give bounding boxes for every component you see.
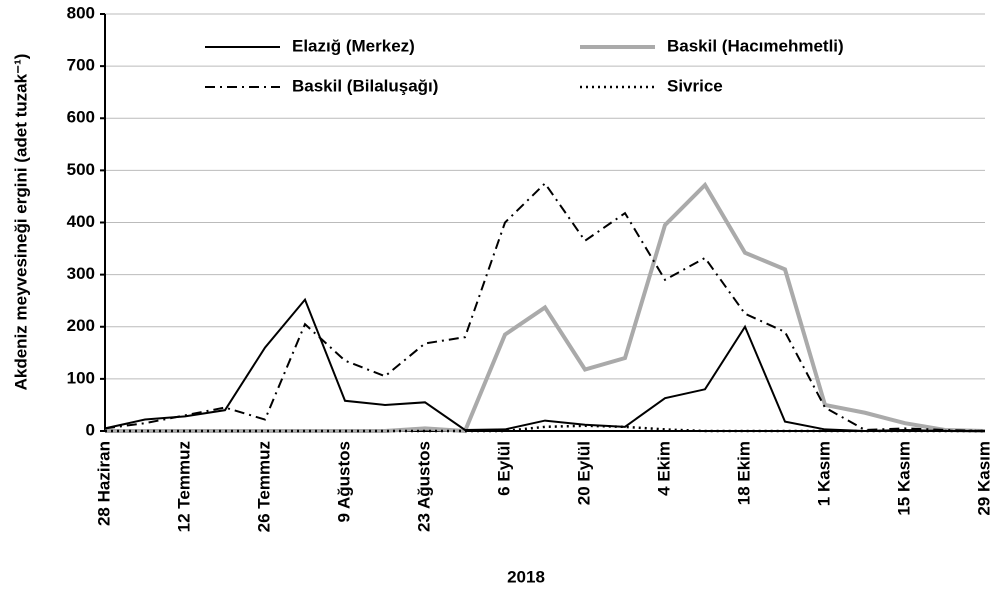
y-tick-label: 0 [86, 420, 95, 439]
legend-label: Elazığ (Merkez) [292, 36, 415, 55]
x-tick-label: 28 Haziran [94, 441, 113, 526]
y-tick-label: 800 [67, 3, 95, 22]
x-tick-label: 15 Kasım [894, 441, 913, 516]
y-tick-label: 200 [67, 316, 95, 335]
x-tick-label: 4 Ekim [654, 441, 673, 496]
legend-label: Baskil (Hacımehmetli) [667, 36, 844, 55]
x-tick-label: 26 Temmuz [254, 441, 273, 532]
y-tick-label: 300 [67, 264, 95, 283]
x-tick-label: 20 Eylül [574, 441, 593, 505]
x-tick-label: 9 Ağustos [334, 441, 353, 523]
series-line [105, 181, 986, 434]
x-tick-label: 23 Ağustos [414, 441, 433, 532]
series-line [105, 424, 985, 433]
y-tick-label: 400 [67, 212, 95, 231]
x-tick-label: 29 Kasım [974, 441, 993, 516]
y-axis-title: Akdeniz meyvesineği ergini (adet tuzak⁻¹… [11, 54, 30, 391]
legend-label: Sivrice [667, 76, 723, 95]
x-tick-label: 18 Ekim [734, 441, 753, 505]
x-tick-label: 1 Kasım [814, 441, 833, 506]
y-tick-label: 500 [67, 160, 95, 179]
x-tick-label: 12 Temmuz [174, 441, 193, 532]
legend-label: Baskil (Bilaluşağı) [292, 76, 438, 95]
y-tick-label: 700 [67, 56, 95, 75]
y-tick-label: 600 [67, 108, 95, 127]
y-tick-label: 100 [67, 368, 95, 387]
x-tick-label: 6 Eylül [494, 441, 513, 496]
x-axis-title: 2018 [507, 567, 545, 586]
